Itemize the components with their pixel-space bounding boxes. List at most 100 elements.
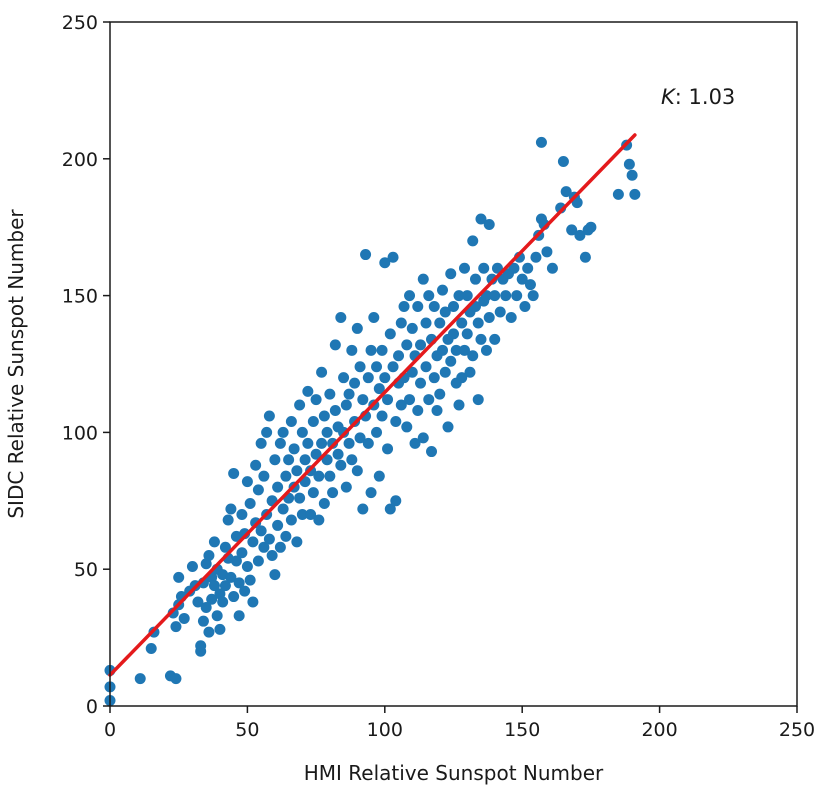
data-point bbox=[478, 262, 490, 274]
data-point bbox=[258, 541, 270, 553]
data-point bbox=[329, 339, 341, 351]
plot-frame bbox=[109, 21, 798, 707]
data-point bbox=[294, 492, 306, 504]
x-tick-label: 50 bbox=[235, 719, 259, 741]
data-point bbox=[305, 508, 317, 520]
data-point bbox=[354, 361, 366, 373]
data-point bbox=[208, 580, 220, 592]
data-point bbox=[483, 311, 495, 323]
data-point bbox=[379, 372, 391, 384]
data-point bbox=[178, 612, 190, 624]
data-point bbox=[382, 443, 394, 455]
data-point bbox=[387, 361, 399, 373]
data-point bbox=[225, 503, 237, 515]
data-point bbox=[244, 498, 256, 510]
data-point bbox=[310, 448, 322, 460]
y-tick-label: 200 bbox=[62, 149, 98, 171]
data-point bbox=[480, 344, 492, 356]
data-point bbox=[230, 555, 242, 567]
data-point bbox=[228, 591, 240, 603]
data-point bbox=[277, 503, 289, 515]
data-point bbox=[371, 361, 383, 373]
data-point bbox=[456, 317, 468, 329]
data-point bbox=[585, 221, 597, 233]
data-point bbox=[294, 399, 306, 411]
data-point bbox=[192, 596, 204, 608]
data-point bbox=[398, 301, 410, 313]
x-axis-ticks: 0 50 100 150 200 250 bbox=[104, 706, 815, 741]
data-point bbox=[236, 508, 248, 520]
regression-fit-line bbox=[108, 133, 637, 677]
data-point bbox=[453, 290, 465, 302]
data-point bbox=[134, 673, 146, 685]
x-tick-label: 250 bbox=[779, 719, 815, 741]
data-point bbox=[351, 465, 363, 477]
data-point bbox=[439, 306, 451, 318]
data-point bbox=[241, 560, 253, 572]
data-point bbox=[412, 301, 424, 313]
data-point bbox=[239, 528, 251, 540]
y-axis-ticks: 0 50 100 150 200 250 bbox=[62, 12, 110, 718]
data-point bbox=[283, 454, 295, 466]
data-point bbox=[327, 437, 339, 449]
data-point bbox=[379, 257, 391, 269]
data-point bbox=[291, 465, 303, 477]
data-point bbox=[467, 235, 479, 247]
data-point bbox=[346, 344, 358, 356]
y-tick-label: 100 bbox=[62, 422, 98, 444]
data-point bbox=[437, 344, 449, 356]
data-point bbox=[195, 640, 207, 652]
data-point bbox=[261, 426, 273, 438]
x-tick-label: 200 bbox=[641, 719, 677, 741]
data-point bbox=[343, 388, 355, 400]
data-point bbox=[508, 262, 520, 274]
data-point bbox=[203, 626, 215, 638]
data-point bbox=[211, 610, 223, 622]
data-point bbox=[434, 317, 446, 329]
data-point bbox=[401, 339, 413, 351]
data-point bbox=[313, 514, 325, 526]
k-value: : 1.03 bbox=[675, 85, 736, 109]
k-symbol: K bbox=[661, 85, 677, 109]
data-point bbox=[250, 459, 262, 471]
data-point bbox=[263, 533, 275, 545]
data-point bbox=[404, 290, 416, 302]
data-point bbox=[296, 508, 308, 520]
data-point bbox=[338, 372, 350, 384]
data-point bbox=[612, 188, 624, 200]
data-point bbox=[530, 251, 542, 263]
data-point bbox=[373, 470, 385, 482]
data-point bbox=[145, 643, 157, 655]
data-point bbox=[505, 311, 517, 323]
data-point bbox=[255, 437, 267, 449]
data-point bbox=[206, 593, 218, 605]
data-point bbox=[170, 621, 182, 633]
data-point bbox=[626, 169, 638, 181]
data-point bbox=[541, 246, 553, 258]
data-point bbox=[574, 229, 586, 241]
data-point bbox=[365, 487, 377, 499]
data-point bbox=[483, 218, 495, 230]
data-point bbox=[222, 514, 234, 526]
data-point bbox=[629, 188, 641, 200]
data-point bbox=[233, 577, 245, 589]
data-point bbox=[420, 361, 432, 373]
data-point bbox=[340, 481, 352, 493]
data-point bbox=[415, 377, 427, 389]
data-point bbox=[448, 328, 459, 340]
data-point bbox=[409, 437, 421, 449]
data-point bbox=[321, 426, 333, 438]
data-point bbox=[384, 503, 396, 515]
data-point bbox=[324, 470, 336, 482]
x-tick-label: 0 bbox=[104, 719, 116, 741]
data-point bbox=[560, 186, 572, 198]
data-point bbox=[571, 197, 583, 209]
data-point bbox=[376, 410, 388, 422]
data-point bbox=[382, 394, 394, 406]
data-point bbox=[346, 454, 358, 466]
data-point bbox=[239, 585, 251, 597]
y-axis-label: SIDC Relative Sunspot Number bbox=[4, 209, 28, 519]
data-point bbox=[522, 262, 534, 274]
data-point bbox=[417, 432, 429, 444]
